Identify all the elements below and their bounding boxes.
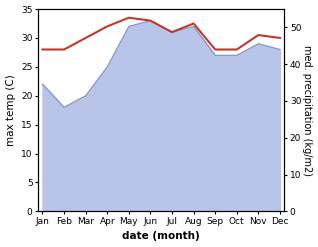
Y-axis label: med. precipitation (kg/m2): med. precipitation (kg/m2) <box>302 45 313 176</box>
Y-axis label: max temp (C): max temp (C) <box>5 74 16 146</box>
X-axis label: date (month): date (month) <box>122 231 200 242</box>
